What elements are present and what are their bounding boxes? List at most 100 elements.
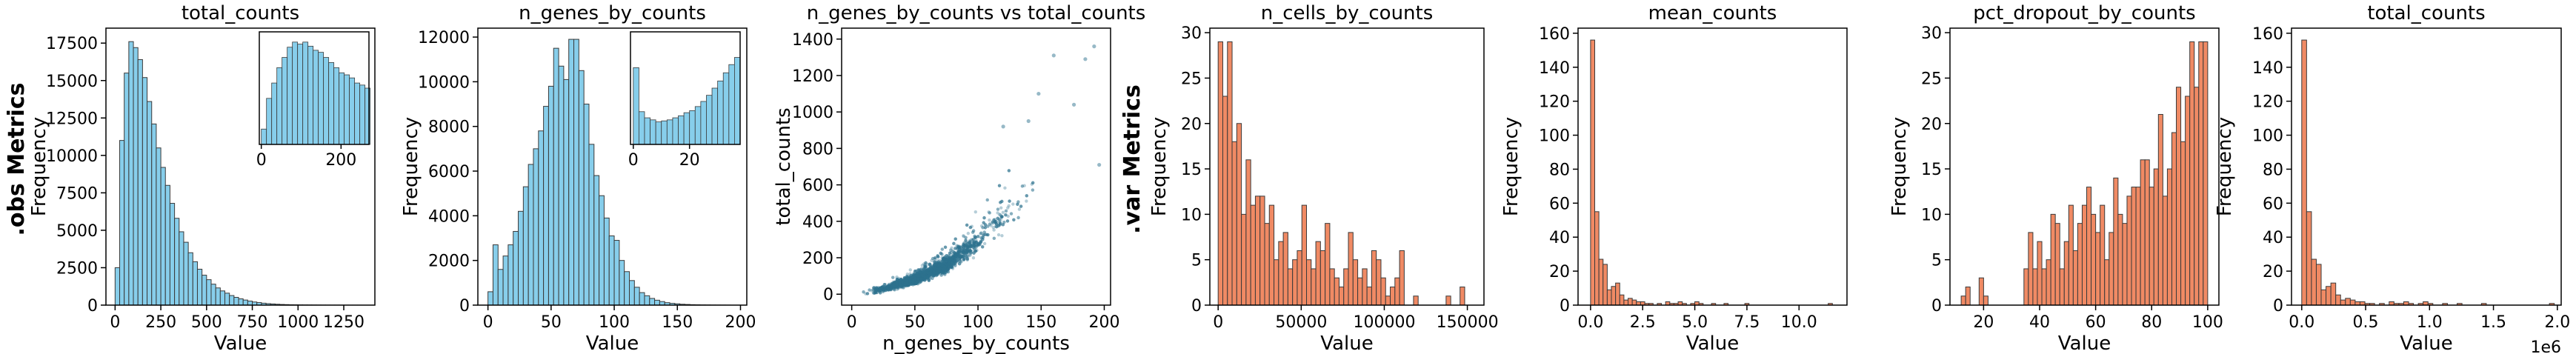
histogram-bar — [215, 287, 221, 306]
histogram-bar — [192, 261, 198, 306]
scatter-point — [931, 267, 935, 272]
scatter-point — [948, 256, 952, 259]
scatter-point — [929, 270, 933, 273]
x-tick-label: 1000 — [277, 313, 319, 332]
y-tick-label: 5 — [1931, 252, 1942, 270]
scatter-point — [919, 272, 923, 276]
scatter-point — [938, 258, 942, 263]
scatter-point — [887, 288, 891, 292]
inset-bar — [638, 111, 645, 145]
histogram-bar — [1343, 268, 1349, 306]
scatter-point — [998, 223, 1002, 227]
histogram-bar — [533, 148, 539, 306]
scatter-point — [948, 260, 952, 264]
scatter-point — [897, 280, 901, 284]
scatter-point — [994, 224, 998, 228]
scatter-point — [871, 288, 875, 292]
scatter-point — [899, 284, 903, 287]
inset-bar — [339, 72, 345, 145]
scatter-point — [931, 268, 934, 272]
scatter-point — [896, 281, 899, 285]
histogram-bar — [2180, 141, 2186, 306]
x-tick-label: 150 — [1025, 313, 1056, 332]
histogram-bar — [2109, 232, 2114, 306]
histogram-bar — [174, 218, 180, 306]
scatter-point — [939, 261, 942, 266]
scatter-point — [934, 262, 938, 266]
scatter-point — [942, 265, 946, 270]
scatter-point — [876, 285, 880, 290]
scatter-point — [936, 268, 940, 273]
x-tick-label: 200 — [725, 313, 756, 332]
scatter-point — [950, 246, 953, 250]
scatter-point — [893, 280, 897, 284]
histogram-bar — [169, 203, 176, 306]
scatter-point — [878, 291, 882, 295]
scatter-point — [900, 278, 905, 282]
scatter-point — [991, 220, 994, 224]
scatter-point — [942, 267, 947, 270]
scatter-point — [1036, 91, 1041, 96]
scatter-point — [921, 268, 925, 273]
scatter-point — [949, 259, 953, 263]
y-tick-label: 60 — [1549, 195, 1570, 213]
chart-panel-2: n_genes_by_counts02000400060008000100001… — [400, 2, 756, 354]
scatter-point — [958, 247, 962, 250]
scatter-point — [878, 287, 882, 291]
scatter-point — [949, 263, 953, 267]
scatter-point — [912, 278, 916, 281]
y-tick-label: 12000 — [418, 29, 470, 47]
histogram-bar — [1623, 299, 1629, 306]
scatter-point — [962, 250, 965, 255]
scatter-point — [919, 276, 923, 281]
scatter-point — [905, 278, 908, 281]
scatter-point — [934, 264, 938, 267]
scatter-point — [981, 245, 985, 249]
histogram-bar — [206, 279, 212, 306]
scatter-point — [940, 261, 945, 264]
scatter-point — [973, 243, 977, 247]
scatter-point — [868, 288, 871, 292]
scatter-point — [957, 247, 962, 251]
scatter-point — [951, 267, 955, 270]
scatter-point — [1051, 53, 1056, 58]
inset-bar — [633, 67, 639, 145]
histogram-bar — [1227, 41, 1233, 306]
scatter-point — [919, 274, 924, 278]
scatter-point — [912, 281, 916, 285]
scatter-point — [946, 264, 951, 268]
scatter-point — [877, 289, 881, 293]
scatter-point — [949, 257, 953, 261]
histogram-bar — [593, 175, 600, 306]
scatter-point — [939, 269, 944, 273]
scatter-point — [971, 243, 975, 247]
scatter-point — [969, 250, 973, 255]
scatter-point — [895, 279, 899, 284]
scatter-point — [924, 272, 928, 276]
scatter-point — [923, 274, 927, 278]
scatter-point — [919, 278, 923, 282]
scatter-point — [946, 263, 950, 267]
histogram-bar — [588, 144, 595, 306]
y-tick-label: 80 — [1549, 161, 1570, 179]
scatter-point — [929, 270, 933, 275]
scatter-point — [900, 284, 905, 289]
scatter-point — [927, 267, 931, 271]
scatter-point — [928, 262, 932, 266]
scatter-point — [946, 266, 950, 270]
x-tick-label: 50000 — [1275, 313, 1327, 332]
inset-bar — [734, 57, 741, 145]
scatter-point — [919, 271, 923, 275]
x-tick-label: 500 — [191, 313, 222, 332]
scatter-point — [897, 278, 902, 282]
scatter-point — [945, 261, 949, 264]
scatter-point — [891, 285, 894, 289]
scatter-point — [982, 216, 986, 220]
scatter-point — [924, 261, 928, 265]
x-tick-label: 1250 — [323, 313, 365, 332]
scatter-point — [925, 270, 929, 274]
chart-panel-3: n_genes_by_counts vs total_counts0200400… — [773, 2, 1145, 354]
